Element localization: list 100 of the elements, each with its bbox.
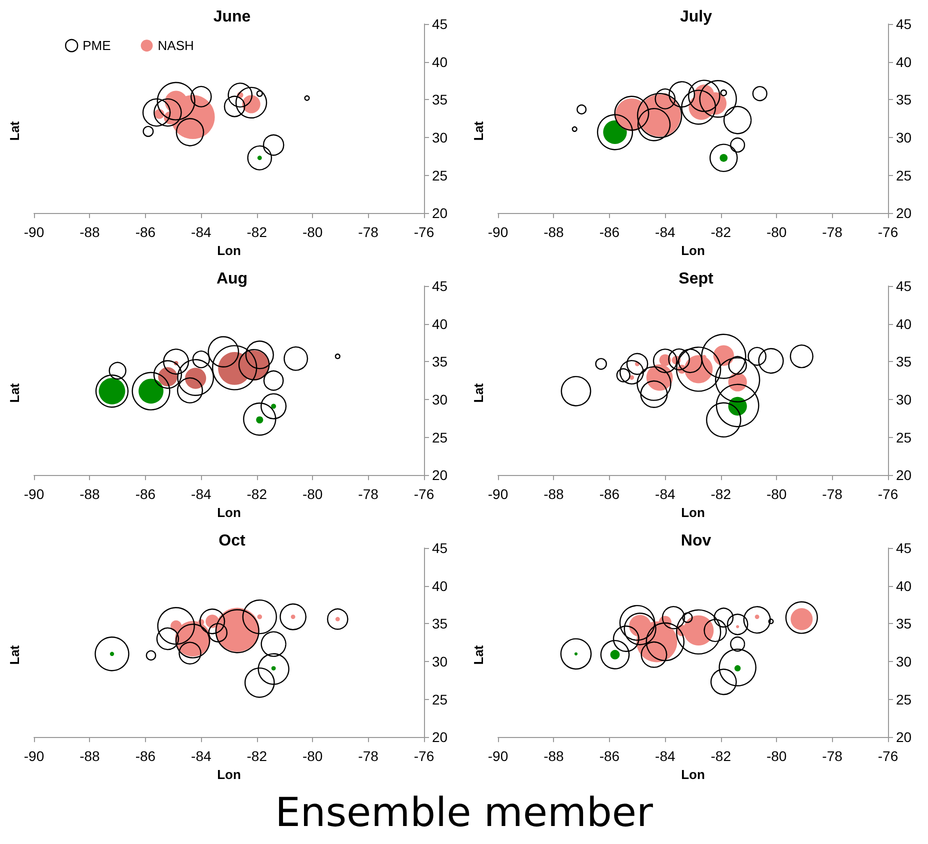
y-tick-label: 45 (896, 16, 912, 32)
y-tick-label: 30 (896, 129, 912, 146)
chart-title: Sept (678, 270, 714, 288)
x-tick-label: -82 (710, 748, 732, 764)
chart-title: June (213, 8, 251, 26)
x-tick-label: -90 (488, 486, 508, 502)
x-tick-label: -84 (191, 486, 212, 502)
y-tick-label: 45 (432, 540, 448, 556)
y-tick-label: 40 (432, 578, 448, 594)
x-tick-label: -90 (24, 224, 44, 240)
legend-label: PME (82, 38, 112, 54)
y-axis-title: Lat (471, 644, 486, 665)
x-tick-label: -76 (414, 748, 434, 764)
x-tick-label: -80 (766, 748, 787, 764)
x-tick-label: -84 (655, 224, 676, 240)
y-tick-label: 35 (432, 92, 448, 108)
x-tick-label: -76 (878, 486, 898, 502)
y-tick-label: 40 (896, 578, 912, 594)
x-tick-label: -86 (599, 486, 620, 502)
y-tick-label: 45 (432, 16, 448, 32)
x-tick-label: -86 (599, 748, 620, 764)
x-tick-label: -78 (358, 486, 379, 502)
y-tick-label: 20 (432, 467, 448, 484)
y-tick-label: 35 (432, 616, 448, 632)
y-axis-title: Lat (471, 382, 486, 403)
x-tick-label: -88 (80, 748, 100, 764)
y-tick-label: 30 (896, 391, 912, 408)
y-tick-label: 20 (432, 205, 448, 222)
y-axis-title: Lat (7, 382, 22, 403)
x-tick-label: -82 (246, 224, 268, 240)
y-tick-label: 45 (896, 540, 912, 556)
x-tick-label: -88 (544, 224, 564, 240)
x-tick-label: -84 (655, 748, 676, 764)
x-tick-label: -90 (24, 748, 44, 764)
x-tick-label: -76 (878, 748, 898, 764)
x-tick-label: -82 (246, 748, 268, 764)
y-tick-label: 20 (896, 729, 912, 746)
x-tick-label: -80 (302, 224, 323, 240)
y-tick-label: 40 (432, 316, 448, 332)
y-axis-title: Lat (7, 644, 22, 665)
x-tick-label: -80 (766, 486, 787, 502)
y-tick-label: 40 (896, 316, 912, 332)
x-axis-title: Lon (681, 243, 705, 258)
x-tick-label: -88 (544, 486, 564, 502)
chart-title: Oct (218, 532, 246, 550)
x-tick-label: -78 (822, 486, 843, 502)
y-tick-label: 25 (896, 691, 912, 708)
x-tick-label: -86 (599, 224, 620, 240)
x-tick-label: -90 (24, 486, 44, 502)
x-axis-title: Lon (217, 767, 241, 782)
y-tick-label: 25 (432, 429, 448, 446)
x-tick-label: -84 (191, 748, 212, 764)
y-tick-label: 30 (896, 653, 912, 670)
x-tick-label: -76 (878, 224, 898, 240)
x-tick-label: -78 (822, 748, 843, 764)
legend-label: NASH (158, 38, 194, 54)
x-tick-label: -80 (302, 486, 323, 502)
chart-title: Nov (680, 532, 712, 550)
x-tick-label: -76 (414, 486, 434, 502)
x-tick-label: -88 (544, 748, 564, 764)
x-tick-label: -78 (822, 224, 843, 240)
x-axis-title: Lon (217, 243, 241, 258)
x-axis-title: Lon (681, 767, 705, 782)
x-tick-label: -90 (488, 224, 508, 240)
x-tick-label: -88 (80, 486, 100, 502)
x-tick-label: -82 (710, 224, 732, 240)
y-tick-label: 25 (432, 167, 448, 184)
x-tick-label: -78 (358, 748, 379, 764)
x-tick-label: -84 (191, 224, 212, 240)
y-tick-label: 25 (432, 691, 448, 708)
y-tick-label: 20 (896, 205, 912, 222)
x-tick-label: -76 (414, 224, 434, 240)
x-tick-label: -86 (135, 486, 156, 502)
text: Ensemble member (274, 790, 654, 836)
x-tick-label: -82 (710, 486, 732, 502)
x-tick-label: -78 (358, 224, 379, 240)
y-tick-label: 45 (432, 278, 448, 294)
x-tick-label: -86 (135, 224, 156, 240)
y-tick-label: 40 (432, 54, 448, 70)
y-tick-label: 25 (896, 167, 912, 184)
x-tick-label: -84 (655, 486, 676, 502)
y-tick-label: 35 (432, 354, 448, 370)
chart-title: July (680, 8, 712, 26)
y-tick-label: 35 (896, 354, 912, 370)
y-tick-label: 40 (896, 54, 912, 70)
x-axis-title: Lon (217, 505, 241, 520)
chart-title: Aug (216, 270, 248, 288)
y-tick-label: 30 (432, 129, 448, 146)
y-axis-title: Lat (7, 120, 22, 141)
x-axis-title: Lon (681, 505, 705, 520)
x-tick-label: -80 (766, 224, 787, 240)
x-tick-label: -90 (488, 748, 508, 764)
x-tick-label: -80 (302, 748, 323, 764)
y-tick-label: 20 (896, 467, 912, 484)
x-tick-label: -88 (80, 224, 100, 240)
y-tick-label: 20 (432, 729, 448, 746)
y-tick-label: 35 (896, 616, 912, 632)
y-axis-title: Lat (471, 120, 486, 141)
x-tick-label: -86 (135, 748, 156, 764)
y-tick-label: 35 (896, 92, 912, 108)
